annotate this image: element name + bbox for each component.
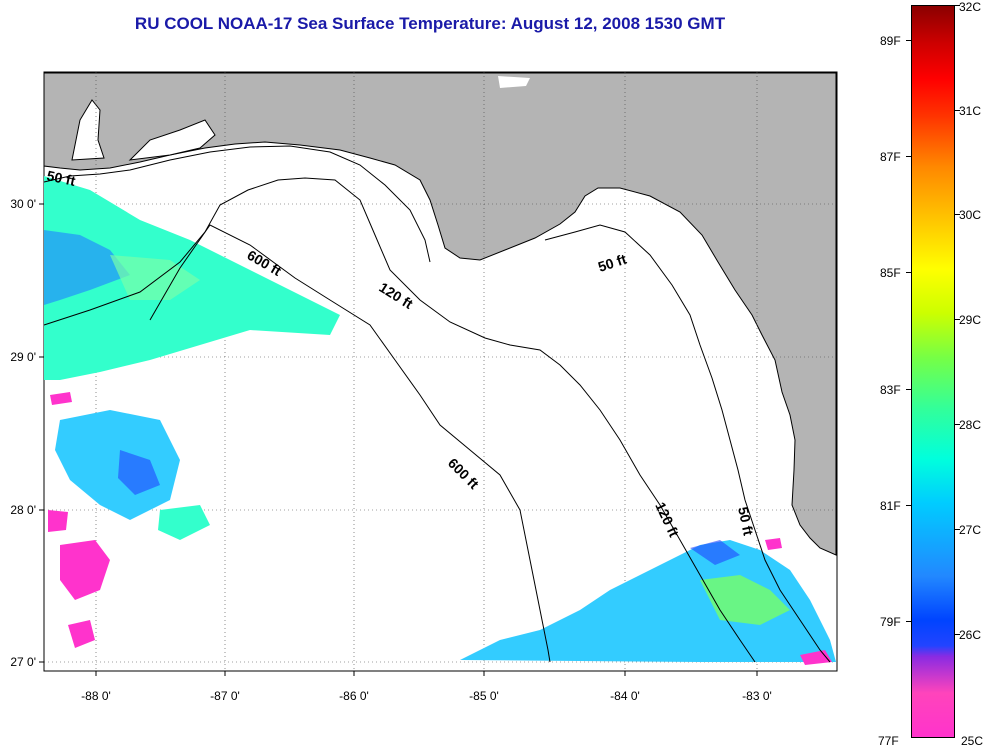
cb-tick [906,272,911,273]
lat-label: 29 0' [10,350,36,364]
contour-label-50-west: 50 ft [45,167,77,189]
lon-label: -86 0' [339,689,369,703]
bay-east [128,119,216,161]
fahrenheit-label: 85F [880,266,901,280]
lon-label: -87 0' [210,689,240,703]
temperature-colorbar [911,5,955,738]
celsius-label: 32C [959,0,982,14]
lon-label: -85 0' [469,689,499,703]
axis-ticks [39,203,758,676]
cb-tick [955,634,960,635]
cb-tick [906,40,911,41]
lat-label: 30 0' [10,197,36,211]
contour-label-50-south: 50 ft [735,505,757,537]
fahrenheit-label: 83F [880,383,901,397]
contour-50ft-east [544,224,831,663]
celsius-label: 30C [959,208,982,222]
lat-label: 27 0' [10,655,36,669]
celsius-label: 27C [959,523,982,537]
contour-50ft-west [43,145,431,263]
fahrenheit-label: 81F [880,499,901,513]
fahrenheit-label: 89F [880,34,901,48]
lat-label: 28 0' [10,503,36,517]
celsius-label: 26C [959,628,982,642]
lon-label: -83 0' [742,689,772,703]
cb-tick [955,5,960,6]
land-area [43,72,837,556]
cb-tick [906,389,911,390]
contour-600ft [149,224,551,663]
cb-tick [955,424,960,425]
lon-label: -84 0' [610,689,640,703]
cb-tick [955,319,960,320]
island-top [498,76,530,88]
celsius-label: 29C [959,313,982,327]
celsius-label: 31C [959,104,982,118]
celsius-label: 28C [959,418,982,432]
lon-axis-labels: -88 0' -87 0' -86 0' -85 0' -84 0' -83 0… [81,689,772,703]
celsius-label: 25C [961,734,984,748]
bathymetry-contours [43,145,831,663]
fahrenheit-label: 77F [878,734,899,748]
cb-tick [906,621,911,622]
lon-label: -88 0' [81,689,111,703]
cb-tick [955,110,960,111]
cb-tick [955,529,960,530]
map-title: RU COOL NOAA-17 Sea Surface Temperature:… [134,14,726,33]
cb-tick [906,156,911,157]
cb-tick [955,214,960,215]
fahrenheit-label: 87F [880,150,901,164]
contour-120ft-west [43,177,756,663]
sst-patches [44,176,836,665]
cb-tick [906,505,911,506]
fahrenheit-label: 79F [880,615,901,629]
lat-axis-labels: 30 0' 29 0' 28 0' 27 0' [10,197,36,669]
